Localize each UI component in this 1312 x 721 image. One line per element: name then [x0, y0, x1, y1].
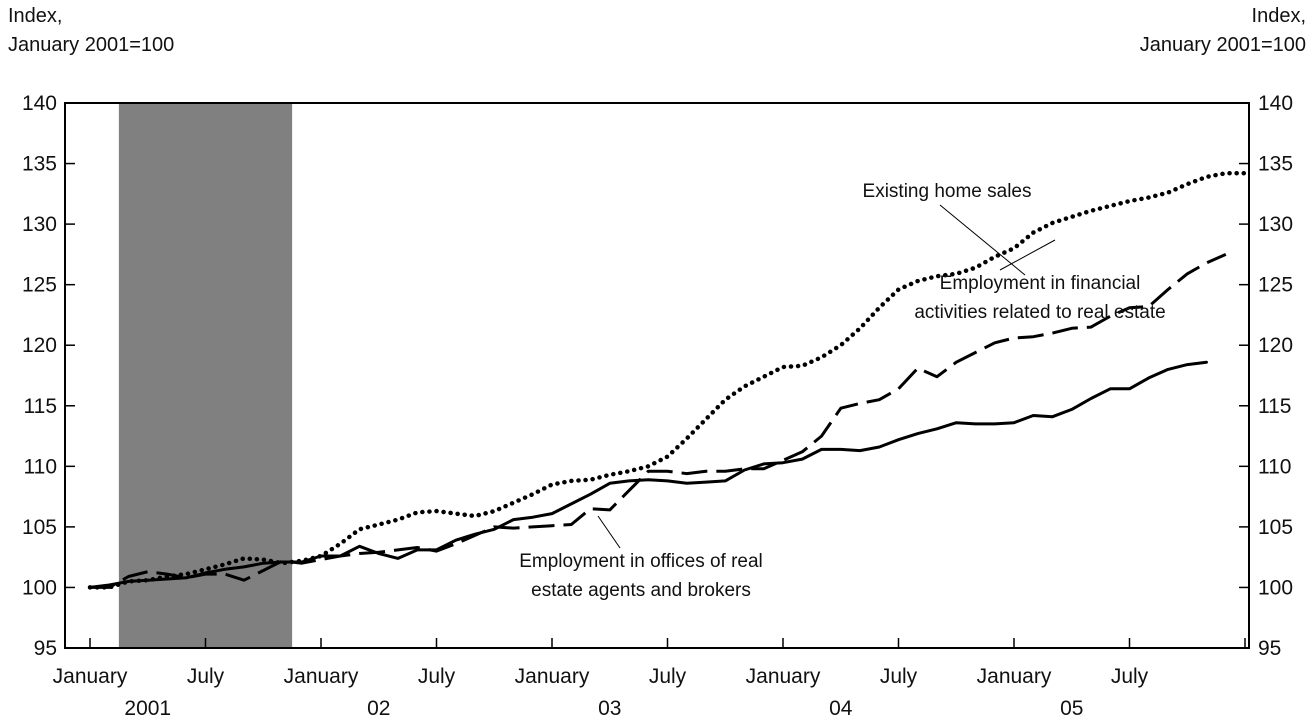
left-axis-title-line2: January 2001=100: [8, 34, 174, 56]
series-line-existing-home-sales: [87, 170, 1248, 590]
x-tick-label: July: [880, 665, 918, 688]
y-tick-label-right: 120: [1258, 334, 1293, 357]
x-tick-label: July: [649, 665, 687, 688]
y-tick-label-left: 115: [24, 395, 57, 418]
label-offices-line1: Employment in offices of real: [519, 551, 763, 572]
right-axis-title-line2: January 2001=100: [1140, 34, 1306, 56]
x-year-label: 2001: [124, 697, 171, 720]
leader-financial: [999, 239, 1056, 271]
x-tick-label: January: [746, 665, 821, 688]
recession-shading: [118, 103, 293, 648]
series-line-employment-in-financial-activities-related-to-real-estate: [88, 360, 1208, 589]
leader-offices: [597, 515, 621, 549]
label-existing-home-sales: Existing home sales: [863, 181, 1032, 202]
y-tick-label-right: 95: [1258, 637, 1281, 660]
y-tick-label-right: 125: [1258, 274, 1293, 297]
series-group: [87, 170, 1248, 590]
y-tick-label-left: 130: [22, 213, 57, 236]
x-tick-label: July: [187, 665, 225, 688]
x-year-label: 03: [598, 697, 621, 720]
label-financial-line1: Employment in financial: [940, 273, 1141, 294]
x-tick-label: January: [284, 665, 359, 688]
x-year-label: 04: [829, 697, 853, 720]
leader-existing-home-sales: [939, 204, 1026, 276]
label-offices-line2: estate agents and brokers: [531, 580, 751, 601]
y-tick-label-right: 105: [1258, 516, 1293, 539]
x-tick-label: January: [53, 665, 128, 688]
x-tick-label: January: [515, 665, 590, 688]
left-axis-title-line1: Index,: [8, 5, 62, 27]
y-tick-label-left: 110: [24, 455, 57, 478]
x-tick-label: July: [418, 665, 456, 688]
y-tick-label-right: 130: [1258, 213, 1293, 236]
x-year-label: 05: [1060, 697, 1083, 720]
y-tick-label-left: 120: [22, 334, 57, 357]
plot-frame: [64, 102, 1250, 649]
y-tick-label-right: 115: [1258, 395, 1291, 418]
y-tick-label-left: 100: [22, 576, 57, 599]
x-tick-label: January: [977, 665, 1052, 688]
y-tick-label-left: 105: [22, 516, 57, 539]
x-year-label: 02: [367, 697, 390, 720]
y-tick-label-left: 125: [22, 274, 57, 297]
right-axis-title-line1: Index,: [1252, 5, 1306, 27]
y-tick-label-right: 140: [1258, 92, 1293, 115]
x-tick-label: July: [1111, 665, 1149, 688]
y-tick-label-left: 95: [34, 637, 57, 660]
y-tick-label-left: 135: [22, 153, 57, 176]
label-financial-line2: activities related to real estate: [914, 302, 1165, 323]
y-tick-label-right: 100: [1258, 576, 1293, 599]
axis-ticks: 95 95 100 100 105 105 110 110 115 115 120 120 125 125…: [22, 92, 1293, 720]
y-tick-label-left: 140: [22, 92, 57, 115]
y-tick-label-right: 135: [1258, 153, 1293, 176]
y-tick-label-right: 110: [1258, 455, 1291, 478]
